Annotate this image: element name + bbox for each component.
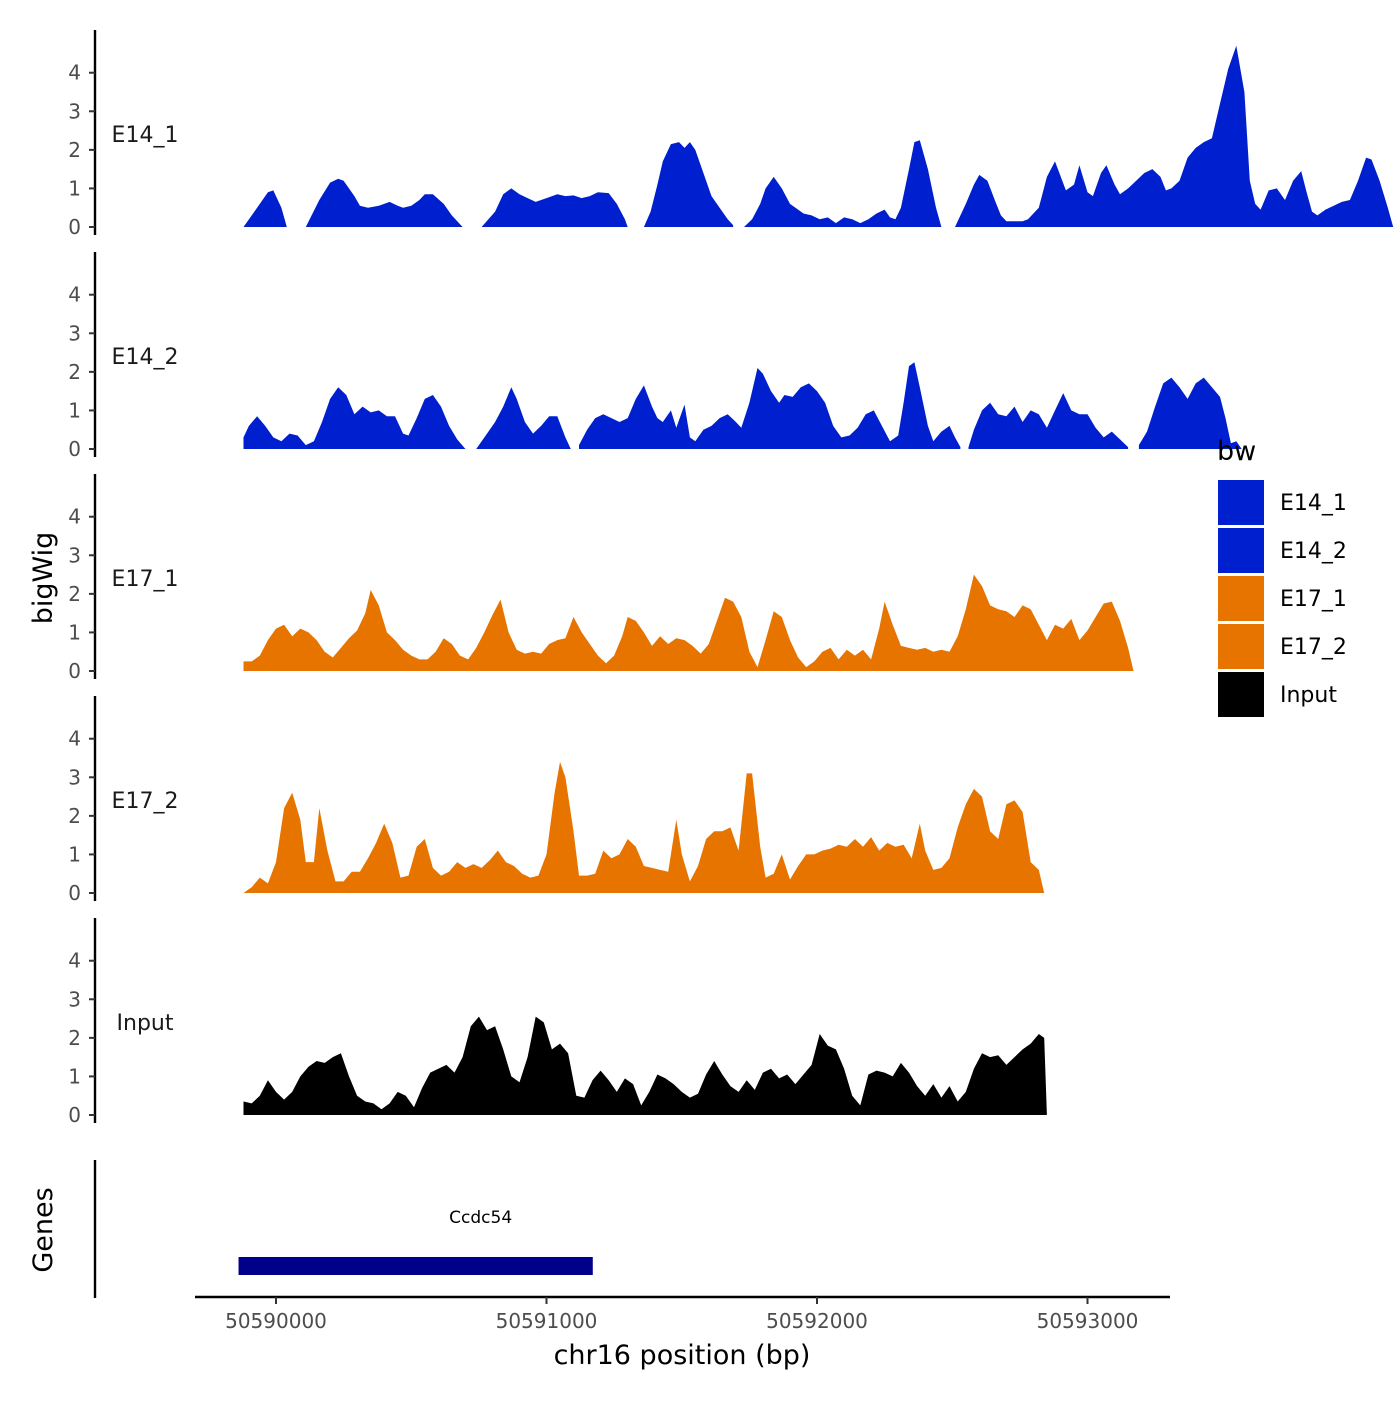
y-tick-label: 2 [68, 138, 81, 162]
y-tick-label: 3 [68, 321, 81, 345]
area-e14_2-segment-0 [243, 387, 466, 449]
y-tick-label: 2 [68, 804, 81, 828]
y-tick-label: 4 [68, 61, 81, 85]
area-e14_1-segment-4 [744, 140, 942, 227]
legend-label-e17_1: E17_1 [1280, 587, 1347, 612]
track-panel-e14_1: 0 1 2 3 4 E14_1 [68, 30, 1394, 239]
y-tick-label: 1 [68, 176, 81, 200]
track-panels: 0 1 2 3 4 E14_1 0 1 2 3 4 E14_2 0 1 2 3 4 E17_1 0 1 2 3 4 E17_2… [68, 30, 1394, 1127]
y-tick-label: 0 [68, 659, 81, 683]
track-label: E14_2 [112, 345, 179, 370]
area-e14_1-segment-1 [305, 178, 463, 227]
area-e17_2-segment-0 [243, 761, 1045, 893]
track-panel-e17_2: 0 1 2 3 4 E17_2 [68, 696, 1045, 905]
track-label: Input [117, 1011, 174, 1036]
x-axis: 50590000 50591000 50592000 50593000 [195, 1295, 1170, 1333]
gene-label: Ccdc54 [449, 1208, 512, 1228]
track-label: E17_1 [112, 567, 179, 592]
y-tick-label: 2 [68, 360, 81, 384]
y-tick-label: 0 [68, 437, 81, 461]
y-tick-label: 2 [68, 1026, 81, 1050]
legend-label-e14_1: E14_1 [1280, 491, 1347, 516]
area-e14_2-segment-2 [579, 362, 961, 449]
y-tick-label: 4 [68, 727, 81, 751]
area-e17_1-segment-0 [243, 574, 1134, 671]
legend-swatch-e17_1 [1218, 576, 1264, 621]
y-tick-label: 1 [68, 398, 81, 422]
x-tick-label: 50590000 [225, 1309, 327, 1333]
genes-panel: Ccdc54 [93, 1160, 593, 1298]
y-tick-label: 3 [68, 543, 81, 567]
legend: bw E14_1 E14_2 E17_1 E17_2 Input [1217, 436, 1347, 717]
area-input-segment-0 [243, 1016, 1047, 1115]
x-tick-label: 50592000 [766, 1309, 868, 1333]
legend-title: bw [1217, 436, 1256, 467]
area-e14_2-segment-1 [476, 387, 571, 449]
genes-panel-label: Genes [28, 1187, 59, 1272]
y-tick-label: 4 [68, 283, 81, 307]
track-panel-e17_1: 0 1 2 3 4 E17_1 [68, 474, 1134, 683]
y-tick-label: 4 [68, 949, 81, 973]
y-tick-label: 1 [68, 620, 81, 644]
area-e14_2-segment-4 [1138, 377, 1242, 449]
legend-swatch-input [1218, 672, 1264, 717]
area-e14_1-segment-2 [481, 188, 628, 227]
area-e14_1-segment-3 [643, 142, 734, 227]
x-tick-label: 50593000 [1037, 1309, 1139, 1333]
y-tick-label: 1 [68, 842, 81, 866]
y-axis-title: bigWig [28, 532, 59, 625]
y-tick-label: 0 [68, 1103, 81, 1127]
y-tick-label: 3 [68, 99, 81, 123]
track-label: E17_2 [112, 789, 179, 814]
track-label: E14_1 [112, 123, 179, 148]
legend-swatch-e17_2 [1218, 624, 1264, 669]
legend-label-input: Input [1280, 683, 1337, 708]
y-tick-label: 3 [68, 765, 81, 789]
y-tick-label: 4 [68, 505, 81, 529]
y-tick-label: 0 [68, 215, 81, 239]
y-tick-label: 3 [68, 987, 81, 1011]
track-panel-input: 0 1 2 3 4 Input [68, 918, 1047, 1127]
x-tick-label: 50591000 [496, 1309, 598, 1333]
area-e14_1-segment-5 [955, 45, 1394, 228]
y-tick-label: 2 [68, 582, 81, 606]
area-e14_1-segment-0 [243, 190, 287, 227]
gene-ccdc54 [238, 1257, 593, 1275]
legend-label-e17_2: E17_2 [1280, 635, 1347, 660]
legend-swatch-e14_2 [1218, 528, 1264, 573]
legend-swatch-e14_1 [1218, 480, 1264, 525]
area-e14_2-segment-3 [968, 393, 1129, 449]
x-axis-title: chr16 position (bp) [554, 1340, 811, 1371]
y-tick-label: 0 [68, 881, 81, 905]
track-panel-e14_2: 0 1 2 3 4 E14_2 [68, 252, 1242, 461]
legend-label-e14_2: E14_2 [1280, 539, 1347, 564]
y-tick-label: 1 [68, 1064, 81, 1088]
